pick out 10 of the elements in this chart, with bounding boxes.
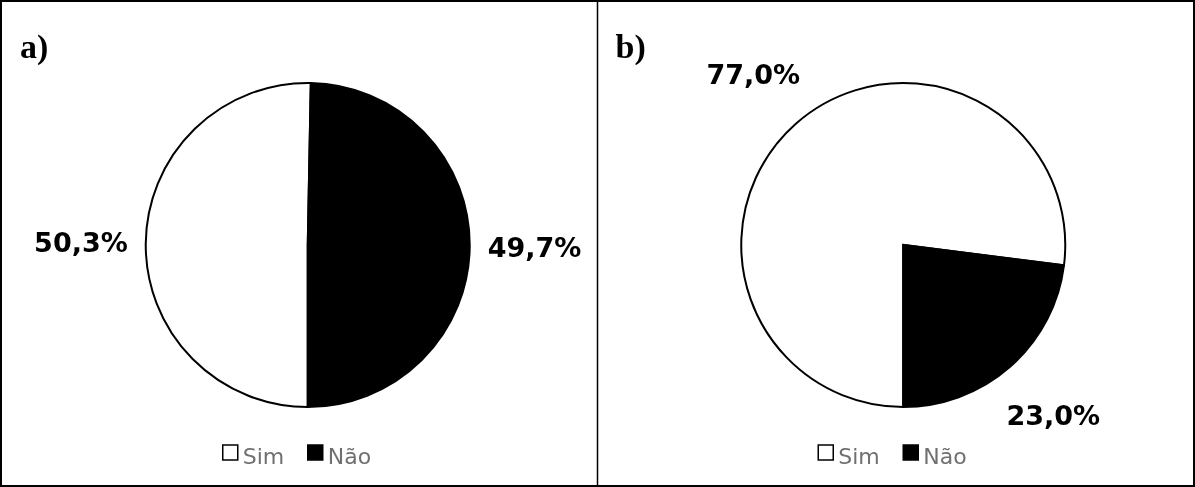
data-label: 50,3% [34, 227, 128, 259]
legend-label: Não [327, 444, 372, 469]
chart-title: a) [20, 28, 49, 66]
data-label: 49,7% [487, 231, 582, 263]
data-label: 77,0% [706, 59, 801, 91]
legend-label: Sim [838, 444, 880, 469]
legend-label: Não [923, 444, 967, 469]
legend-label: Sim [242, 444, 285, 469]
data-label: 23,0% [1006, 399, 1101, 431]
chart-title: b) [615, 28, 646, 66]
